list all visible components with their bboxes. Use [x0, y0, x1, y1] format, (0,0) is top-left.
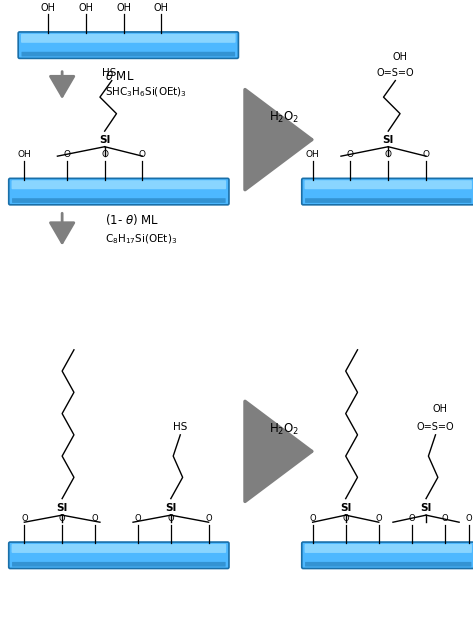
Text: O: O [409, 514, 415, 523]
Text: O=S=O: O=S=O [376, 68, 414, 78]
FancyBboxPatch shape [18, 32, 238, 58]
Text: $\theta$ ML: $\theta$ ML [105, 70, 134, 83]
Text: O: O [21, 514, 27, 523]
Text: O: O [167, 514, 174, 523]
FancyBboxPatch shape [302, 178, 474, 205]
Text: OH: OH [18, 151, 31, 160]
FancyBboxPatch shape [305, 198, 472, 203]
FancyBboxPatch shape [11, 180, 226, 189]
Text: O: O [64, 151, 70, 160]
Text: SI: SI [340, 503, 351, 513]
Text: OH: OH [116, 3, 131, 13]
FancyBboxPatch shape [9, 178, 229, 205]
FancyBboxPatch shape [11, 544, 226, 553]
Text: SHC$_3$H$_6$Si(OEt)$_3$: SHC$_3$H$_6$Si(OEt)$_3$ [105, 86, 187, 99]
Text: OH: OH [78, 3, 93, 13]
Text: O: O [422, 151, 429, 160]
Text: HS: HS [102, 68, 117, 78]
Text: OH: OH [154, 3, 169, 13]
FancyBboxPatch shape [9, 542, 229, 569]
FancyBboxPatch shape [302, 542, 474, 569]
Text: O: O [92, 514, 99, 523]
Text: OH: OH [392, 52, 408, 62]
Text: O: O [59, 514, 65, 523]
Text: O: O [385, 151, 392, 160]
Text: O: O [442, 514, 448, 523]
Text: O: O [135, 514, 141, 523]
Text: O: O [205, 514, 212, 523]
Text: O: O [310, 514, 316, 523]
Text: O: O [375, 514, 382, 523]
FancyBboxPatch shape [305, 562, 472, 567]
FancyBboxPatch shape [305, 180, 472, 189]
Text: O: O [347, 151, 354, 160]
FancyBboxPatch shape [12, 562, 226, 567]
Text: SI: SI [99, 135, 110, 145]
FancyBboxPatch shape [21, 34, 236, 43]
Text: H$_2$O$_2$: H$_2$O$_2$ [269, 422, 300, 437]
Text: SI: SI [56, 503, 68, 513]
Text: O=S=O: O=S=O [417, 422, 454, 433]
Text: O: O [101, 151, 108, 160]
Text: OH: OH [433, 404, 448, 413]
Text: SI: SI [420, 503, 432, 513]
Text: SI: SI [383, 135, 394, 145]
Text: SI: SI [165, 503, 176, 513]
FancyBboxPatch shape [12, 198, 226, 203]
Text: OH: OH [40, 3, 55, 13]
Text: (1- $\theta$) ML: (1- $\theta$) ML [105, 212, 159, 227]
Text: H$_2$O$_2$: H$_2$O$_2$ [269, 110, 300, 126]
FancyBboxPatch shape [21, 52, 235, 56]
Text: O: O [465, 514, 472, 523]
Text: O: O [342, 514, 349, 523]
Text: C$_8$H$_{17}$Si(OEt)$_3$: C$_8$H$_{17}$Si(OEt)$_3$ [105, 232, 177, 246]
Text: O: O [139, 151, 146, 160]
FancyBboxPatch shape [305, 544, 472, 553]
Text: OH: OH [306, 151, 319, 160]
Text: HS: HS [173, 422, 188, 433]
